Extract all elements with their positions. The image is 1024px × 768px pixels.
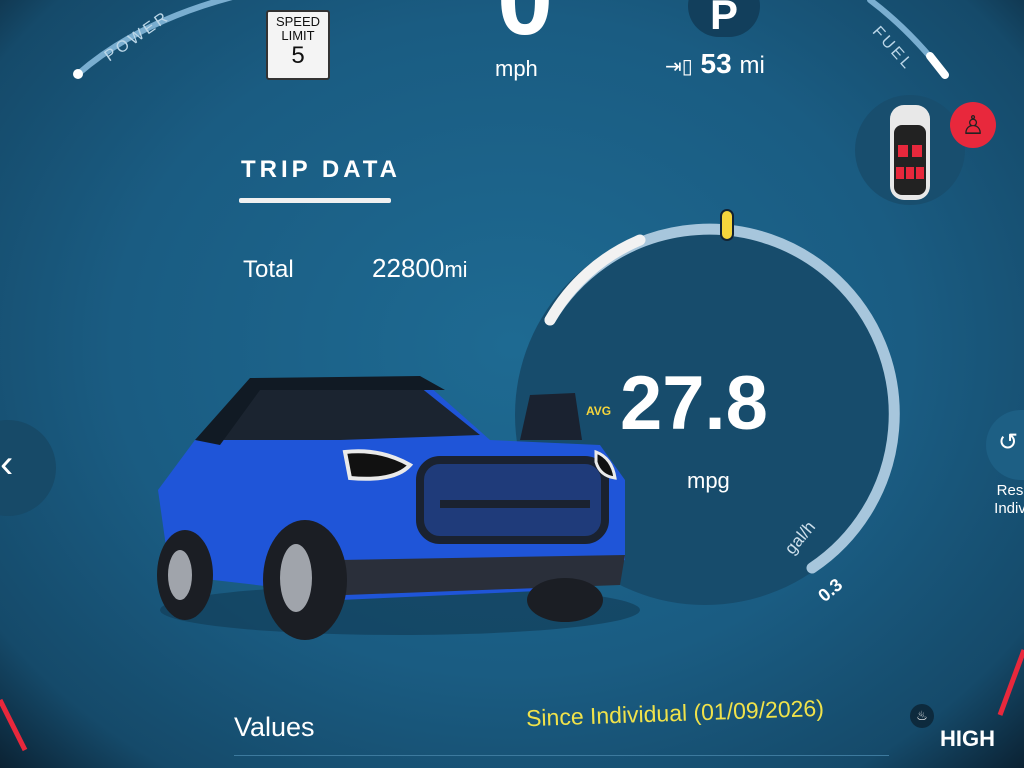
avg-label: AVG [586,404,612,418]
values-label: Values [234,712,315,742]
seatbelt-icon: ♙ [950,102,996,148]
speed-unit: mph [495,56,538,81]
chevron-left-icon: ‹ [0,442,14,486]
power-arc [75,0,233,77]
range-value: 53 [700,48,732,79]
reset-label: Res Indiv [985,482,1024,518]
reset-icon: ↺ [998,429,1019,456]
open-door [520,393,582,440]
speed-limit-sign: SPEED LIMIT 5 [266,10,330,80]
mpg-unit: mpg [687,468,730,493]
tab-underline [239,198,391,203]
reset-label-line2: Indiv [994,500,1024,517]
divider [234,755,889,756]
avg-marker [720,209,734,241]
edge-red-left [0,698,28,752]
seat-heat-level: HIGH [940,726,995,751]
speed-limit-label: SPEED LIMIT [275,14,321,43]
mpg-arc-fill [544,234,646,326]
car-top-view-icon [890,105,930,200]
total-value: 22800mi [372,253,468,284]
seat-heater-icon: ♨ [910,704,934,728]
car-illustration [157,376,640,640]
range-readout: ⇥▯ 53 mi [665,48,765,80]
total-unit: mi [444,257,468,282]
fuel-level [926,52,949,79]
range-unit: mi [739,52,765,79]
reset-label-line1: Res [996,482,1024,499]
trip-data-title: TRIP DATA [241,156,401,183]
door-status [855,95,965,205]
power-indicator [73,69,83,79]
fuel-pump-icon: ⇥▯ [665,56,693,78]
speed-limit-value: 5 [291,42,305,69]
edge-red-right [997,649,1024,716]
total-number: 22800 [372,253,445,283]
total-label: Total [243,256,294,283]
speed-value: 0 [497,0,553,56]
mpg-value: 27.8 [620,361,768,446]
